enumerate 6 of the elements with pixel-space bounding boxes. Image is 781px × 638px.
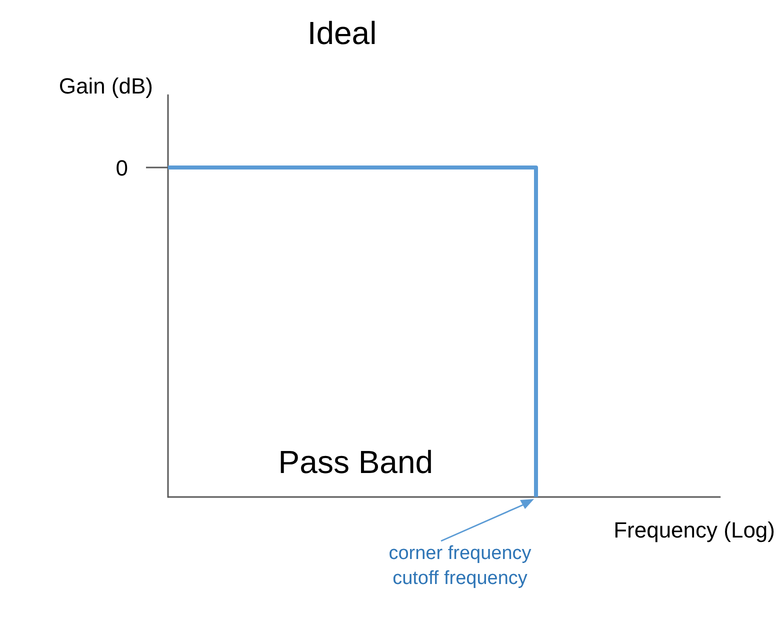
x-axis-title: Frequency (Log)	[614, 518, 775, 542]
chart-title: Ideal	[307, 15, 377, 51]
annotation: Pass Band	[278, 444, 434, 480]
y-axis-title: Gain (dB)	[58, 74, 153, 98]
text: corner frequency cutoff frequency	[388, 543, 532, 589]
text: 0	[116, 155, 128, 180]
